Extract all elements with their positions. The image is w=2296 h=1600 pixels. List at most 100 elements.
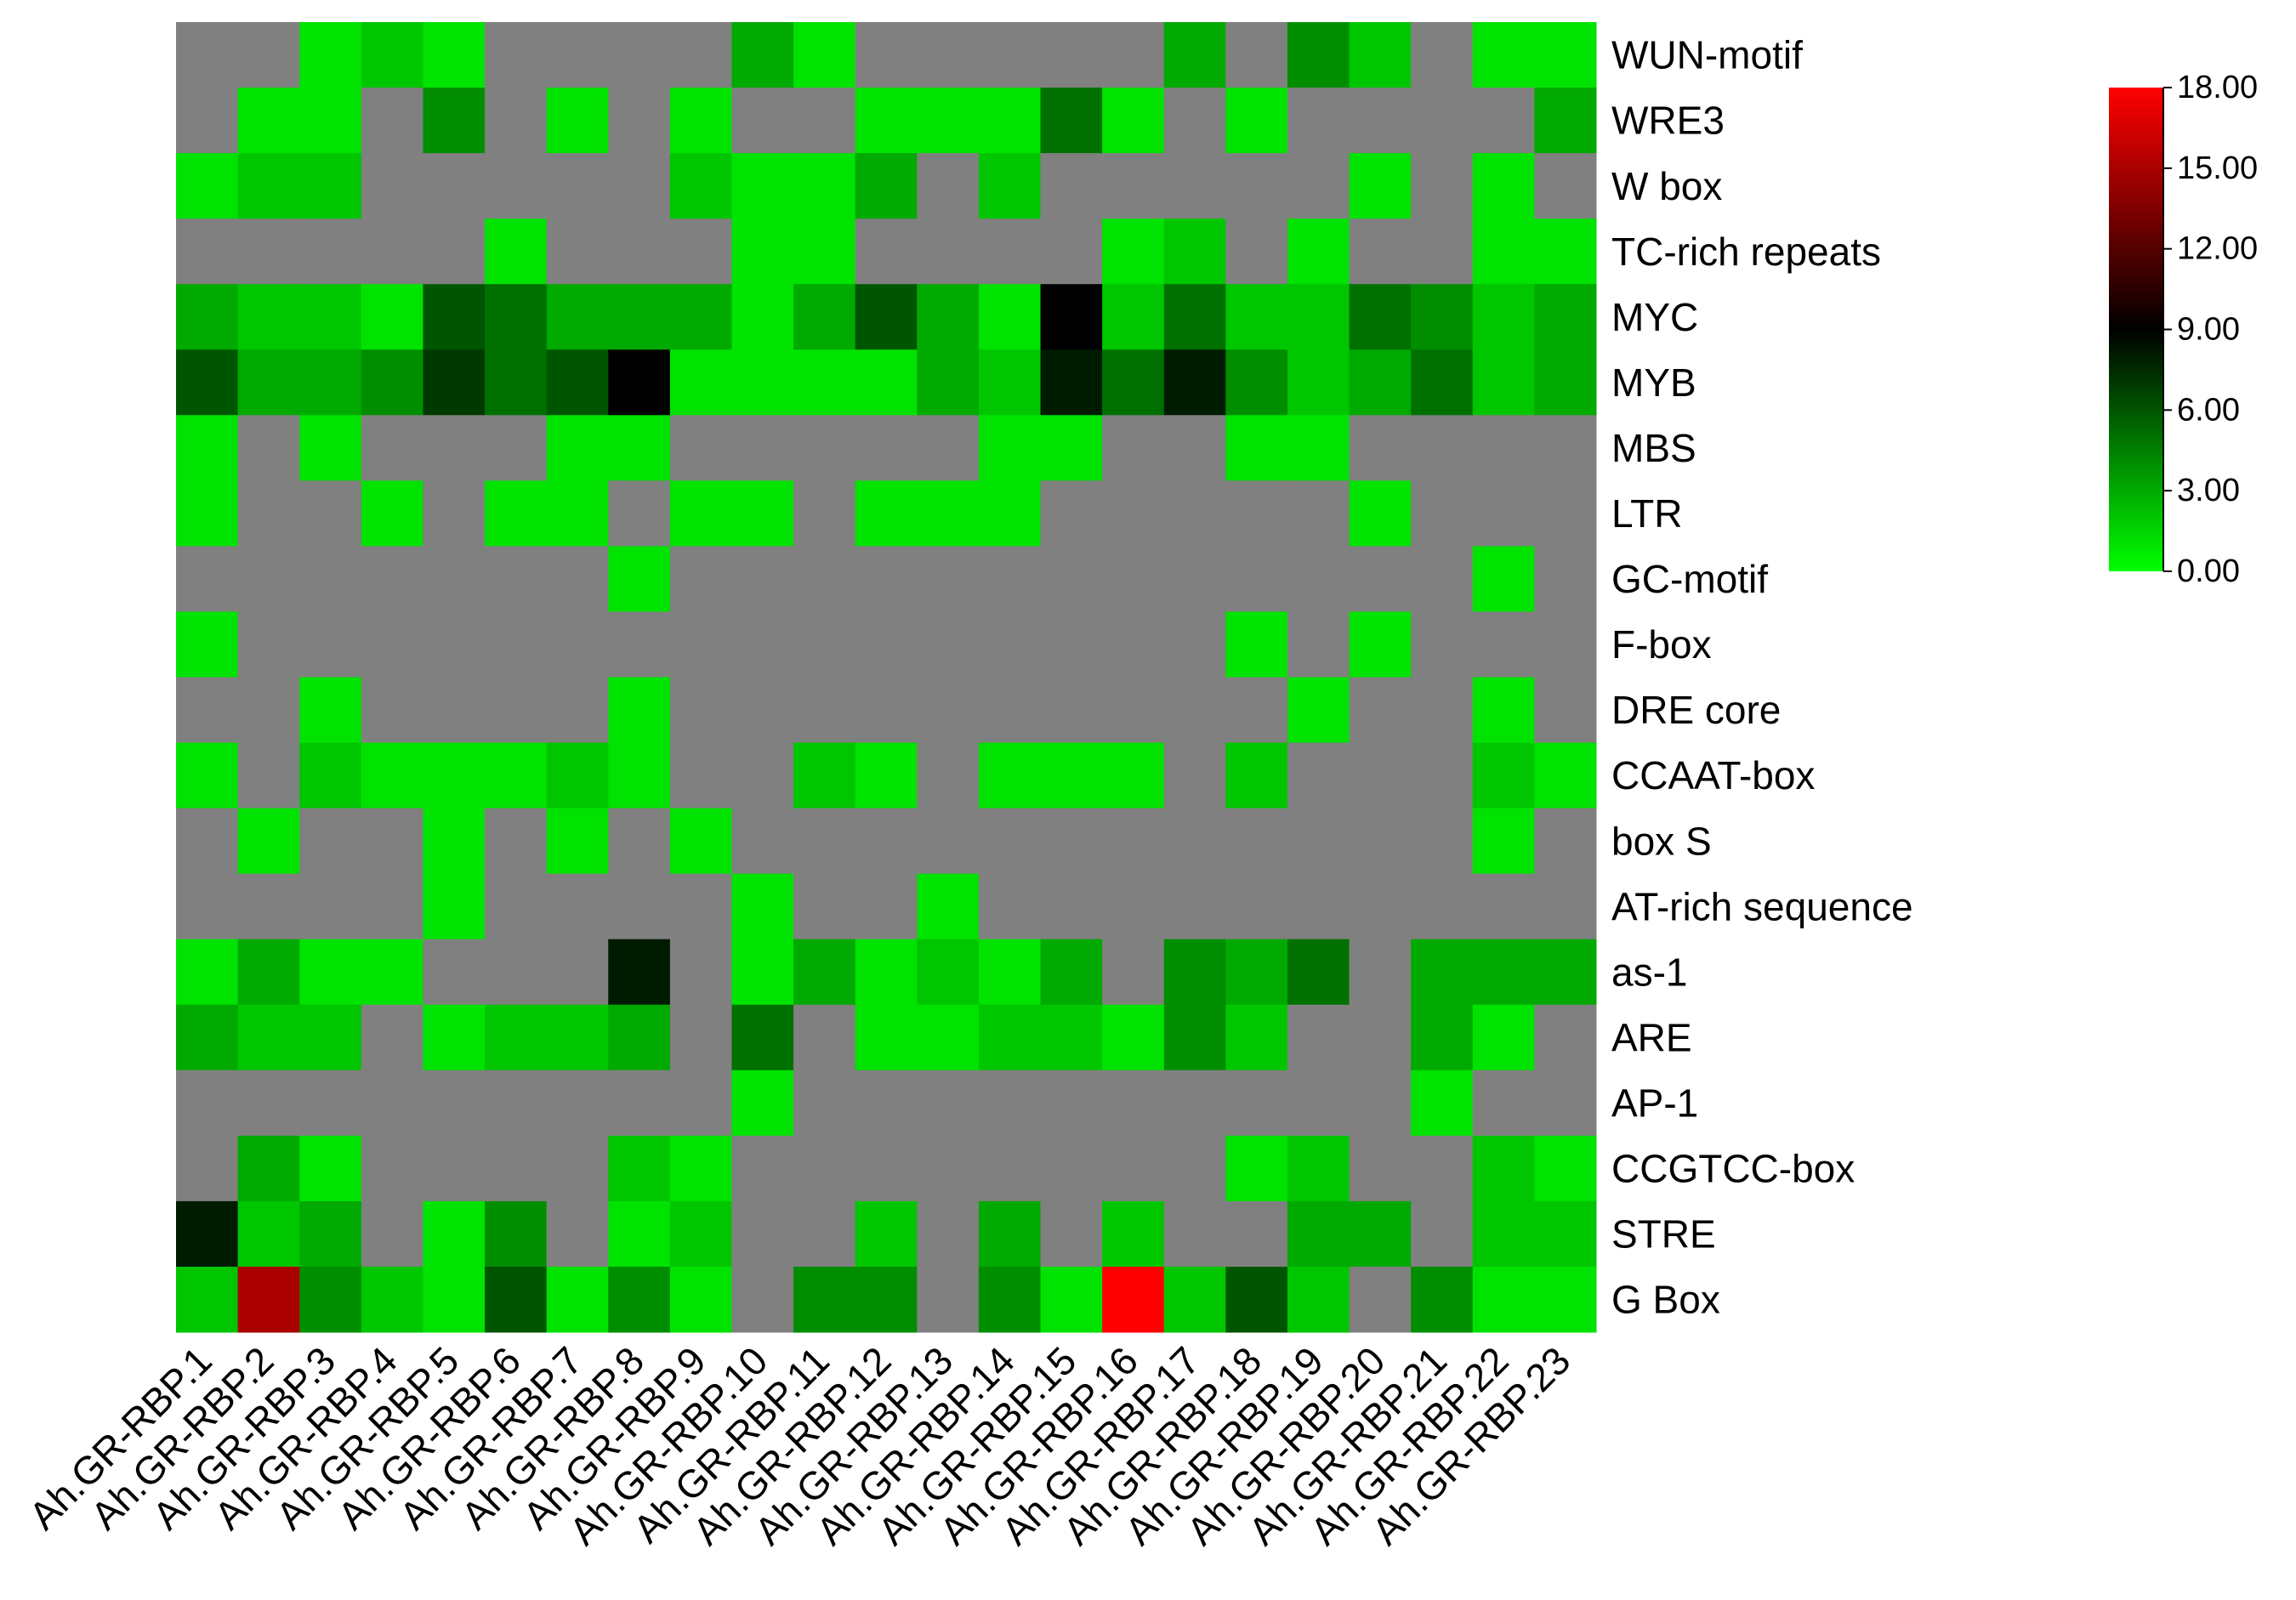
cell (176, 415, 239, 481)
empty-cell (485, 873, 548, 940)
empty-cell (855, 808, 918, 875)
cell (1040, 742, 1103, 809)
empty-cell (1225, 153, 1288, 219)
empty-cell (1040, 22, 1103, 88)
empty-cell (1040, 677, 1103, 744)
empty-cell (793, 677, 856, 744)
cell (669, 1266, 732, 1333)
empty-cell (1163, 873, 1226, 940)
empty-cell (546, 22, 609, 88)
cell (978, 1200, 1042, 1268)
cell (361, 1266, 423, 1333)
cell (1102, 1004, 1165, 1071)
empty-cell (855, 873, 918, 940)
cell (669, 284, 732, 350)
row-label: GC-motif (1611, 557, 1768, 601)
empty-cell (1411, 1135, 1474, 1202)
row-label: G Box (1611, 1278, 1720, 1322)
empty-cell (978, 677, 1042, 744)
empty-cell (237, 611, 300, 678)
cell (237, 1004, 300, 1071)
cell (299, 677, 362, 744)
empty-cell (1040, 873, 1103, 940)
empty-cell (1349, 873, 1412, 940)
cell (299, 1200, 362, 1268)
cell (485, 284, 548, 350)
empty-cell (917, 1070, 980, 1137)
cell (1163, 22, 1226, 88)
empty-cell (1225, 1200, 1288, 1268)
cell (1102, 88, 1165, 154)
empty-cell (176, 808, 239, 875)
cell (917, 480, 980, 547)
cell (299, 742, 362, 809)
cell (855, 88, 918, 154)
empty-cell (608, 611, 671, 678)
cell (485, 218, 548, 285)
empty-cell (546, 939, 609, 1006)
cell (731, 1004, 794, 1071)
empty-cell (1349, 546, 1412, 612)
cell (485, 349, 548, 416)
cell (855, 939, 918, 1006)
empty-cell (669, 546, 732, 612)
cell (978, 284, 1042, 350)
empty-cell (423, 415, 486, 481)
cell (669, 1135, 732, 1202)
empty-cell (978, 611, 1042, 678)
cell (1534, 939, 1597, 1006)
row-label: CCAAT-box (1611, 753, 1815, 797)
empty-cell (1287, 480, 1350, 547)
colorbar-tick-label: 3.00 (2177, 473, 2240, 508)
empty-cell (855, 1070, 918, 1137)
empty-cell (1534, 546, 1597, 612)
empty-cell (361, 1004, 423, 1071)
cell (176, 284, 239, 350)
empty-cell (793, 1004, 856, 1071)
empty-cell (1102, 611, 1165, 678)
cell (1102, 284, 1165, 350)
empty-cell (361, 1135, 423, 1202)
cell (1225, 939, 1288, 1006)
empty-cell (1287, 1070, 1350, 1137)
cell (917, 1004, 980, 1071)
cell (1472, 1200, 1535, 1268)
cell (731, 480, 794, 547)
row-label: WUN-motif (1611, 33, 1803, 77)
empty-cell (423, 480, 486, 547)
empty-cell (978, 218, 1042, 285)
cell (1534, 349, 1597, 416)
row-label: AP-1 (1611, 1081, 1698, 1125)
cell (1472, 284, 1535, 350)
cell (1287, 1200, 1350, 1268)
empty-cell (1102, 22, 1165, 88)
cell (731, 873, 794, 940)
empty-cell (1287, 611, 1350, 678)
empty-cell (423, 677, 486, 744)
empty-cell (546, 611, 609, 678)
cell (546, 349, 609, 416)
empty-cell (855, 22, 918, 88)
cell (1411, 1070, 1474, 1137)
cell (423, 349, 486, 416)
cell (608, 1135, 671, 1202)
cell (1472, 939, 1535, 1006)
row-label: TC-rich repeats (1611, 230, 1881, 274)
cell (361, 349, 423, 416)
cell (978, 415, 1042, 481)
empty-cell (1102, 415, 1165, 481)
empty-cell (1040, 1135, 1103, 1202)
cell (1287, 677, 1350, 744)
cell (423, 22, 486, 88)
empty-cell (237, 22, 300, 88)
cell (1472, 218, 1535, 285)
row-label: as-1 (1611, 950, 1687, 994)
row-label: box S (1611, 819, 1712, 863)
cell (1349, 611, 1412, 678)
cell (731, 153, 794, 219)
cell (1287, 939, 1350, 1006)
cell (237, 349, 300, 416)
empty-cell (1163, 611, 1226, 678)
empty-cell (855, 218, 918, 285)
cell (237, 1135, 300, 1202)
